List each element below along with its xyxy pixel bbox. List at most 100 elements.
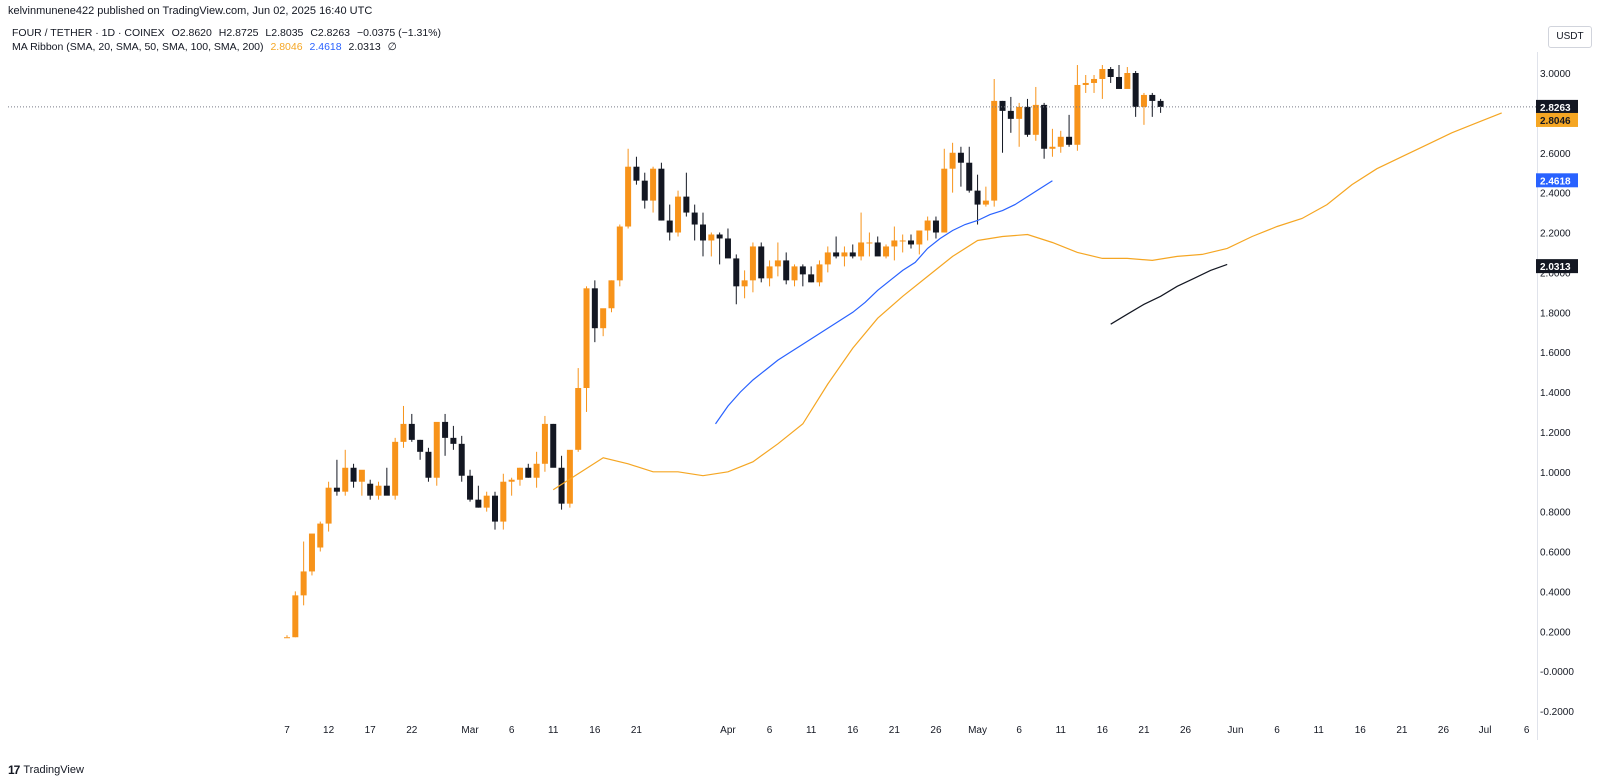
candle-body[interactable] (700, 224, 706, 241)
candle-body[interactable] (899, 240, 906, 242)
candle-body[interactable] (475, 499, 482, 508)
candle-body[interactable] (966, 162, 973, 191)
candle-body[interactable] (1091, 78, 1098, 83)
candle-body[interactable] (550, 423, 557, 468)
candle-body[interactable] (467, 475, 474, 500)
candle-body[interactable] (525, 467, 532, 478)
candle-body[interactable] (1099, 69, 1106, 79)
symbol-label[interactable]: FOUR / TETHER · 1D · COINEX (12, 27, 165, 39)
candle-body[interactable] (808, 274, 815, 283)
candle-body[interactable] (358, 469, 365, 482)
candle-body[interactable] (442, 421, 449, 438)
candle-body[interactable] (1124, 73, 1131, 89)
candle-body[interactable] (824, 252, 831, 265)
candle-body[interactable] (641, 180, 648, 201)
candle-body[interactable] (916, 230, 923, 245)
candle-body[interactable] (1132, 73, 1139, 107)
candle-body[interactable] (691, 212, 698, 225)
candle-body[interactable] (932, 220, 939, 233)
candle-body[interactable] (991, 100, 998, 201)
candle-body[interactable] (367, 483, 374, 496)
candle-body[interactable] (483, 495, 490, 508)
candle-body[interactable] (924, 220, 931, 231)
candle-body[interactable] (608, 280, 615, 309)
candle-body[interactable] (383, 485, 390, 496)
candle-body[interactable] (1116, 76, 1122, 89)
candle-body[interactable] (908, 240, 914, 245)
candle-body[interactable] (683, 196, 690, 213)
candle-body[interactable] (1032, 104, 1039, 135)
candle-body[interactable] (533, 463, 540, 478)
candle-body[interactable] (591, 288, 598, 329)
candle-body[interactable] (566, 449, 573, 504)
candle-body[interactable] (658, 168, 665, 221)
candle-body[interactable] (758, 246, 765, 279)
candle-body[interactable] (300, 571, 307, 596)
candle-body[interactable] (392, 441, 399, 496)
candle-body[interactable] (1074, 84, 1081, 145)
candle-body[interactable] (749, 246, 756, 281)
candle-body[interactable] (317, 523, 324, 548)
candle-body[interactable] (450, 437, 457, 444)
candle-body[interactable] (433, 421, 440, 478)
candle-body[interactable] (400, 423, 407, 442)
candle-body[interactable] (600, 308, 607, 329)
tradingview-logo[interactable]: 17 TradingView (8, 763, 84, 777)
candle-body[interactable] (408, 423, 415, 440)
candle-body[interactable] (791, 266, 798, 281)
candle-body[interactable] (766, 266, 773, 279)
currency-button[interactable]: USDT (1548, 26, 1592, 48)
candle-body[interactable] (333, 487, 340, 492)
candle-body[interactable] (874, 242, 881, 257)
candle-body[interactable] (558, 467, 565, 504)
candle-body[interactable] (500, 481, 507, 522)
candle-body[interactable] (741, 280, 748, 287)
candle-body[interactable] (1057, 136, 1064, 147)
candle-body[interactable] (625, 166, 632, 227)
candle-body[interactable] (949, 152, 956, 169)
candle-body[interactable] (999, 100, 1006, 111)
candle-body[interactable] (1024, 106, 1031, 135)
candle-body[interactable] (783, 260, 790, 281)
candle-body[interactable] (425, 451, 432, 478)
candle-body[interactable] (1082, 82, 1089, 85)
candle-body[interactable] (982, 200, 989, 205)
candle-body[interactable] (292, 595, 299, 638)
candle-body[interactable] (417, 439, 424, 452)
candle-body[interactable] (508, 479, 515, 482)
candle-body[interactable] (633, 166, 640, 181)
candle-body[interactable] (284, 637, 290, 639)
candle-body[interactable] (974, 190, 981, 205)
candle-body[interactable] (492, 495, 498, 522)
candle-body[interactable] (849, 252, 856, 257)
candle-body[interactable] (1049, 146, 1056, 149)
candle-body[interactable] (799, 266, 806, 275)
candle-body[interactable] (342, 467, 349, 492)
candle-body[interactable] (774, 260, 781, 267)
candle-body[interactable] (833, 252, 840, 257)
candle-body[interactable] (583, 288, 590, 389)
candle-body[interactable] (1149, 94, 1156, 101)
candle-body[interactable] (1041, 104, 1048, 149)
candle-body[interactable] (1107, 69, 1114, 77)
indicator-label[interactable]: MA Ribbon (SMA, 20, SMA, 50, SMA, 100, S… (12, 41, 264, 53)
candle-body[interactable] (325, 487, 332, 524)
candle-body[interactable] (458, 443, 465, 476)
candle-body[interactable] (883, 246, 890, 257)
price-chart[interactable]: -0.2000 -0.0000 0.2000 0.4000 0.6000 0.8000 1.… (8, 52, 1600, 752)
candle-body[interactable] (858, 242, 865, 257)
candle-body[interactable] (650, 168, 657, 201)
candle-body[interactable] (1066, 136, 1073, 145)
candle-body[interactable] (724, 238, 731, 259)
candle-body[interactable] (957, 152, 964, 163)
candle-body[interactable] (308, 533, 315, 572)
candle-body[interactable] (891, 240, 898, 247)
candle-body[interactable] (350, 467, 357, 482)
candle-body[interactable] (1140, 94, 1147, 107)
candle-body[interactable] (941, 168, 948, 233)
candle-body[interactable] (816, 264, 823, 283)
candle-body[interactable] (708, 234, 715, 241)
candle-body[interactable] (733, 258, 740, 287)
candle-body[interactable] (1016, 106, 1023, 119)
candle-body[interactable] (1007, 110, 1014, 119)
